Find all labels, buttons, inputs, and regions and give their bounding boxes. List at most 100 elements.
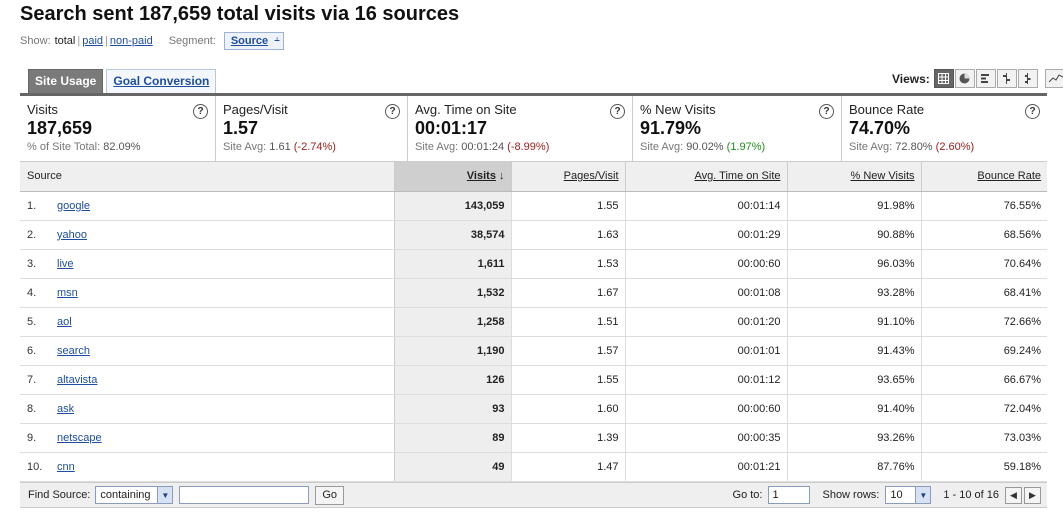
- pivot-view-icon[interactable]: [1017, 69, 1038, 88]
- metric-name: % New Visits: [640, 102, 716, 117]
- pages-visit-cell: 1.39: [511, 423, 626, 453]
- tab-goal-conversion[interactable]: Goal Conversion: [106, 69, 217, 93]
- comparison-view-icon[interactable]: [996, 69, 1017, 88]
- avg-time-cell: 00:01:21: [625, 452, 788, 482]
- metric-value: 187,659: [27, 118, 93, 138]
- source-link[interactable]: ask: [57, 402, 75, 415]
- source-cell: 1. google: [20, 191, 394, 221]
- metric-sub: Site Avg: 1.61 (-2.74%): [223, 141, 336, 153]
- bounce-rate-cell: 59.18%: [921, 452, 1047, 482]
- visits-cell: 89: [393, 423, 512, 453]
- tab-site-usage[interactable]: Site Usage: [28, 69, 104, 93]
- sparkline-view-icon[interactable]: [1044, 69, 1063, 88]
- source-link[interactable]: cnn: [57, 460, 75, 473]
- new-visits-cell: 91.10%: [787, 307, 922, 337]
- pages-visit-cell: 1.67: [511, 278, 626, 308]
- table-row: 10. cnn 49 1.47 00:01:21 87.76% 59.18%: [20, 452, 1047, 482]
- table-row: 8. ask 93 1.60 00:00:60 91.40% 72.04%: [20, 394, 1047, 424]
- source-cell: 5. aol: [20, 307, 394, 337]
- col-pages-visit-header[interactable]: Pages/Visit: [511, 162, 626, 192]
- page-title: Search sent 187,659 total visits via 16 …: [20, 3, 460, 25]
- metric-avg-time: Avg. Time on Site 00:01:17 Site Avg: 00:…: [408, 96, 633, 161]
- help-icon[interactable]: ?: [385, 104, 400, 119]
- pagination-range: 1 - 10 of 16: [943, 489, 999, 501]
- bounce-rate-cell: 72.04%: [921, 394, 1047, 424]
- visits-cell: 1,532: [393, 278, 512, 308]
- go-button[interactable]: Go: [315, 485, 345, 505]
- metric-name: Visits: [27, 102, 58, 117]
- find-source-input[interactable]: [179, 486, 310, 504]
- bounce-rate-cell: 69.24%: [921, 336, 1047, 366]
- new-visits-cell: 93.65%: [787, 365, 922, 395]
- match-type-select[interactable]: containing ▼: [95, 486, 174, 504]
- col-new-visits-header[interactable]: % New Visits: [787, 162, 922, 192]
- source-link[interactable]: altavista: [57, 373, 98, 386]
- col-source-header: Source: [20, 162, 395, 192]
- show-non-paid-link[interactable]: non-paid: [109, 35, 153, 47]
- source-cell: 4. msn: [20, 278, 394, 308]
- visits-cell: 143,059: [393, 191, 512, 221]
- source-cell: 8. ask: [20, 394, 394, 424]
- col-avg-time-header[interactable]: Avg. Time on Site: [625, 162, 788, 192]
- show-label: Show:: [20, 35, 51, 47]
- table-view-icon[interactable]: [933, 69, 954, 88]
- help-icon[interactable]: ?: [1025, 104, 1040, 119]
- show-rows-select[interactable]: 10 ▼: [885, 486, 932, 504]
- avg-time-cell: 00:01:08: [625, 278, 788, 308]
- new-visits-cell: 91.40%: [787, 394, 922, 424]
- table-footer: Find Source: containing ▼ Go Go to: 1 Sh…: [20, 482, 1047, 508]
- metric-value: 00:01:17: [415, 118, 488, 138]
- table-row: 9. netscape 89 1.39 00:00:35 93.26% 73.03%: [20, 423, 1047, 453]
- metric-sub: % of Site Total: 82.09%: [27, 141, 141, 153]
- row-index: 9.: [27, 431, 37, 444]
- table-row: 1. google 143,059 1.55 00:01:14 91.98% 76.55%: [20, 191, 1047, 221]
- visits-cell: 1,611: [393, 249, 512, 279]
- visits-cell: 49: [393, 452, 512, 482]
- col-visits-header[interactable]: Visits ↓: [394, 162, 512, 192]
- segment-dropdown[interactable]: Source ⨩: [223, 32, 284, 50]
- source-link[interactable]: netscape: [57, 431, 102, 444]
- source-link[interactable]: aol: [57, 315, 72, 328]
- views-toolbar: Views:: [892, 69, 1063, 88]
- sort-down-arrow-icon: ↓: [499, 170, 505, 183]
- new-visits-cell: 90.88%: [787, 220, 922, 250]
- source-cell: 10. cnn: [20, 452, 394, 482]
- bounce-rate-cell: 73.03%: [921, 423, 1047, 453]
- goto-label: Go to:: [732, 489, 763, 501]
- source-link[interactable]: search: [57, 344, 91, 357]
- views-label: Views:: [892, 71, 930, 86]
- prev-page-icon[interactable]: ◀: [1005, 486, 1022, 504]
- avg-time-cell: 00:01:14: [625, 191, 788, 221]
- source-link[interactable]: yahoo: [57, 228, 87, 241]
- new-visits-cell: 93.26%: [787, 423, 922, 453]
- show-total: total: [54, 35, 76, 47]
- pages-visit-cell: 1.63: [511, 220, 626, 250]
- help-icon[interactable]: ?: [819, 104, 834, 119]
- visits-cell: 126: [393, 365, 512, 395]
- new-visits-cell: 91.98%: [787, 191, 922, 221]
- metric-new-visits: % New Visits 91.79% Site Avg: 90.02% (1.…: [633, 96, 842, 161]
- performance-view-icon[interactable]: [975, 69, 996, 88]
- source-link[interactable]: live: [57, 257, 74, 270]
- pages-visit-cell: 1.55: [511, 365, 626, 395]
- row-index: 6.: [27, 344, 37, 357]
- source-link[interactable]: msn: [57, 286, 78, 299]
- show-filter-bar: Show: total | paid | non-paid Segment: S…: [20, 32, 284, 50]
- metric-value: 91.79%: [640, 118, 702, 138]
- chevron-down-icon: ▼: [157, 487, 173, 503]
- source-link[interactable]: google: [57, 199, 91, 212]
- goto-input[interactable]: 1: [768, 486, 811, 504]
- help-icon[interactable]: ?: [193, 104, 208, 119]
- visits-cell: 1,258: [393, 307, 512, 337]
- help-icon[interactable]: ?: [610, 104, 625, 119]
- next-page-icon[interactable]: ▶: [1024, 486, 1041, 504]
- metric-value: 74.70%: [849, 118, 911, 138]
- avg-time-cell: 00:00:60: [625, 249, 788, 279]
- table-row: 6. search 1,190 1.57 00:01:01 91.43% 69.24%: [20, 336, 1047, 366]
- show-paid-link[interactable]: paid: [82, 35, 104, 47]
- bounce-rate-cell: 68.41%: [921, 278, 1047, 308]
- pages-visit-cell: 1.57: [511, 336, 626, 366]
- pie-view-icon[interactable]: [954, 69, 975, 88]
- col-bounce-rate-header[interactable]: Bounce Rate: [921, 162, 1047, 192]
- source-cell: 7. altavista: [20, 365, 394, 395]
